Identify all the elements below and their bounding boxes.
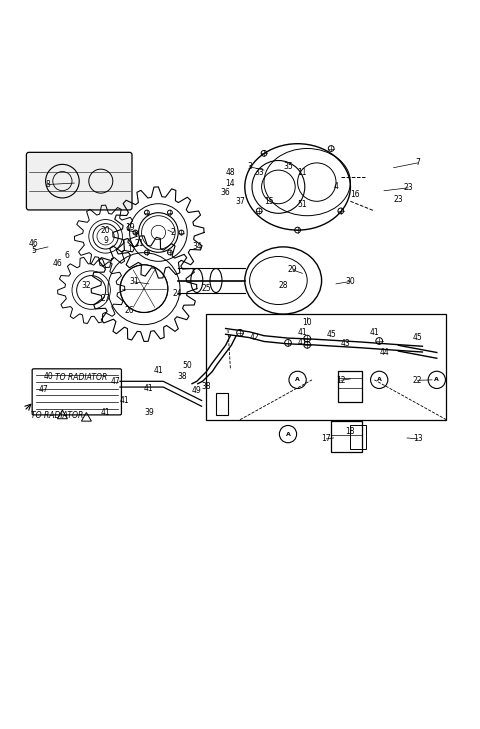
Text: 41: 41 <box>298 338 307 348</box>
Text: 48: 48 <box>226 168 235 177</box>
Text: 31: 31 <box>130 278 139 286</box>
Text: 32: 32 <box>82 281 91 290</box>
Text: 7: 7 <box>415 158 420 168</box>
Text: 46: 46 <box>29 238 38 248</box>
Text: 14: 14 <box>226 179 235 187</box>
Text: 24: 24 <box>173 289 182 298</box>
Bar <box>338 371 362 402</box>
Text: 47: 47 <box>38 386 48 394</box>
Text: A: A <box>377 378 382 382</box>
Text: 22: 22 <box>413 376 422 385</box>
Text: 44: 44 <box>379 348 389 357</box>
Text: 20: 20 <box>101 225 110 235</box>
Text: 34: 34 <box>192 243 202 252</box>
Text: 27: 27 <box>101 295 110 303</box>
Text: 49: 49 <box>192 386 202 395</box>
Text: 6: 6 <box>65 251 70 260</box>
Text: 38: 38 <box>202 381 211 391</box>
Bar <box>216 394 228 415</box>
Text: 36: 36 <box>221 188 230 197</box>
Text: 17: 17 <box>322 434 331 443</box>
Bar <box>350 426 366 448</box>
Bar <box>331 421 362 452</box>
Text: 33: 33 <box>254 168 264 177</box>
Text: 42: 42 <box>250 332 259 342</box>
Text: A: A <box>286 432 290 437</box>
Text: 50: 50 <box>182 361 192 370</box>
Text: 47: 47 <box>110 377 120 386</box>
Text: 16: 16 <box>350 190 360 198</box>
Text: 41: 41 <box>101 408 110 417</box>
Text: 41: 41 <box>154 366 163 375</box>
Text: 41: 41 <box>298 328 307 338</box>
Text: 19: 19 <box>125 223 134 233</box>
Text: 25: 25 <box>202 284 211 293</box>
Text: TO RADIATOR: TO RADIATOR <box>32 411 84 421</box>
Text: 26: 26 <box>125 306 134 315</box>
Text: 40: 40 <box>43 372 53 381</box>
Text: 15: 15 <box>264 197 274 206</box>
Text: 38: 38 <box>178 372 187 381</box>
Text: 39: 39 <box>144 408 154 417</box>
Text: 5: 5 <box>31 246 36 254</box>
Text: 45: 45 <box>413 332 422 342</box>
Text: 23: 23 <box>403 184 413 192</box>
Text: 4: 4 <box>334 182 338 192</box>
Bar <box>206 314 446 420</box>
Text: 45: 45 <box>326 330 336 339</box>
Text: 43: 43 <box>341 340 350 348</box>
Text: 28: 28 <box>278 281 288 290</box>
Text: 41: 41 <box>120 397 130 405</box>
Text: 37: 37 <box>235 197 245 206</box>
Text: A: A <box>434 378 439 382</box>
Text: 12: 12 <box>336 376 346 385</box>
Text: 11: 11 <box>298 168 307 177</box>
Text: 8: 8 <box>46 180 50 189</box>
Text: 21: 21 <box>134 239 144 248</box>
Text: 29: 29 <box>288 265 298 274</box>
Text: 18: 18 <box>346 427 355 436</box>
Text: 10: 10 <box>302 318 312 327</box>
Text: 30: 30 <box>346 277 355 286</box>
Text: TO RADIATOR: TO RADIATOR <box>56 373 108 383</box>
FancyBboxPatch shape <box>32 369 121 415</box>
Text: 41: 41 <box>370 328 379 338</box>
Text: 41: 41 <box>144 383 154 392</box>
Text: 3: 3 <box>247 163 252 171</box>
Text: 13: 13 <box>413 434 422 443</box>
FancyBboxPatch shape <box>26 152 132 210</box>
Text: 35: 35 <box>283 163 293 171</box>
Text: 46: 46 <box>53 260 62 268</box>
Text: 23: 23 <box>394 195 403 204</box>
Text: 2: 2 <box>170 228 175 237</box>
Text: A: A <box>295 378 300 382</box>
Text: 9: 9 <box>103 236 108 245</box>
Text: 51: 51 <box>298 200 307 209</box>
Text: 1: 1 <box>127 245 132 254</box>
